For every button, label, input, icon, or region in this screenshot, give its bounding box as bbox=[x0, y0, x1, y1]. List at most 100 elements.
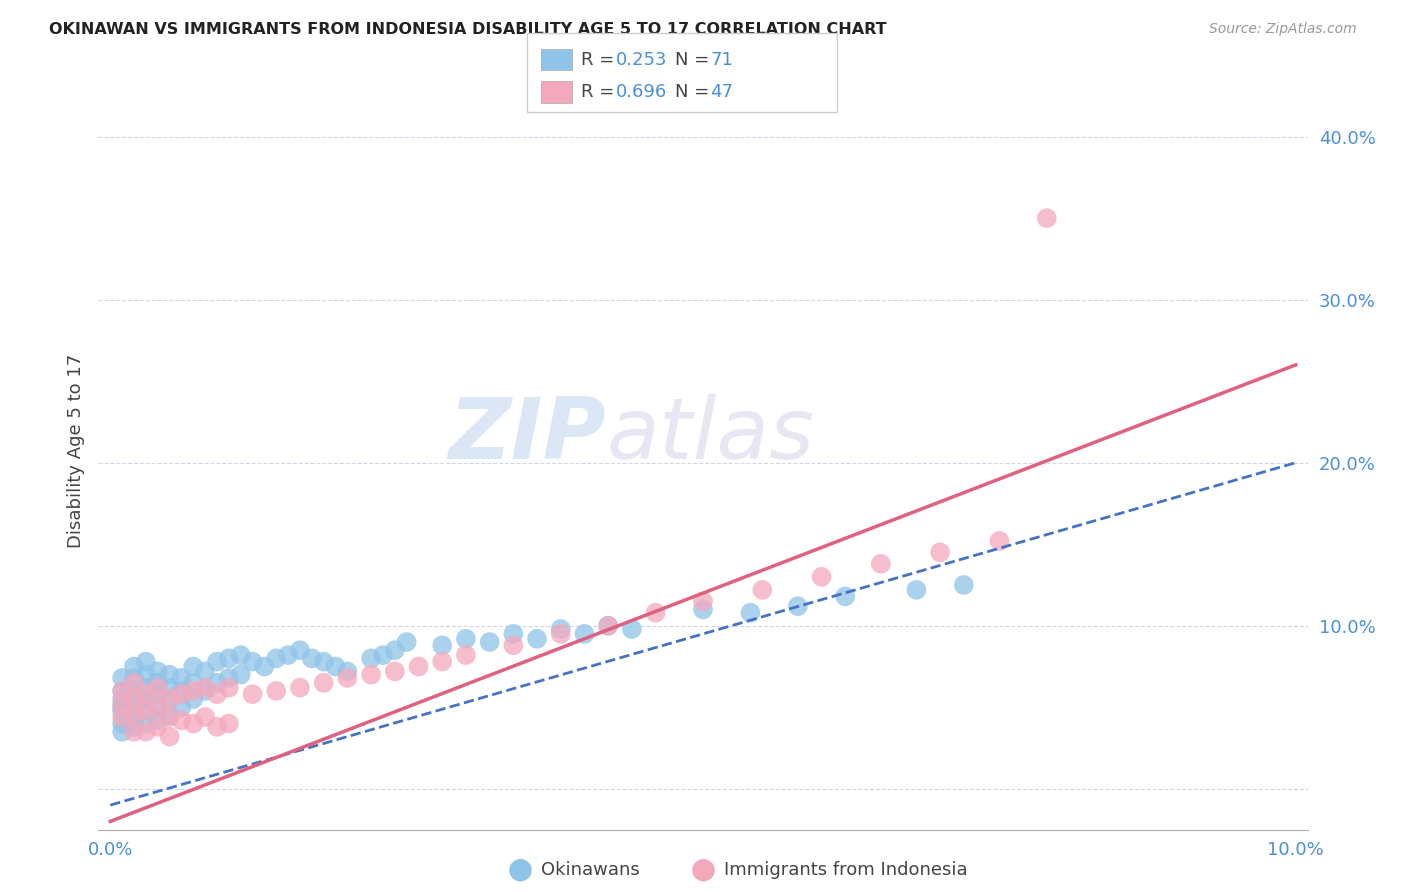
Point bbox=[312, 655, 335, 669]
Point bbox=[598, 619, 620, 633]
Point bbox=[218, 671, 240, 685]
Point bbox=[242, 655, 264, 669]
Point bbox=[135, 655, 157, 669]
Point bbox=[181, 716, 204, 731]
Point bbox=[122, 704, 145, 718]
Point bbox=[408, 659, 430, 673]
Point bbox=[988, 533, 1011, 548]
Point bbox=[371, 648, 394, 662]
Point bbox=[122, 720, 145, 734]
Point bbox=[135, 692, 157, 706]
Text: Source: ZipAtlas.com: Source: ZipAtlas.com bbox=[1209, 22, 1357, 37]
Point bbox=[929, 545, 952, 559]
Point bbox=[454, 632, 477, 646]
Text: Immigrants from Indonesia: Immigrants from Indonesia bbox=[724, 861, 967, 879]
Point bbox=[242, 687, 264, 701]
Point bbox=[550, 627, 572, 641]
Point bbox=[194, 681, 217, 695]
Point bbox=[122, 714, 145, 728]
Point bbox=[181, 659, 204, 673]
Point bbox=[218, 681, 240, 695]
Point bbox=[181, 692, 204, 706]
Point bbox=[194, 710, 217, 724]
Point bbox=[526, 632, 548, 646]
Point bbox=[135, 716, 157, 731]
Point bbox=[170, 700, 193, 714]
Point bbox=[181, 675, 204, 690]
Point bbox=[170, 687, 193, 701]
Point bbox=[122, 692, 145, 706]
Point bbox=[692, 602, 714, 616]
Text: N =: N = bbox=[675, 51, 714, 69]
Point bbox=[146, 687, 169, 701]
Text: ⬤: ⬤ bbox=[508, 858, 533, 881]
Point bbox=[146, 700, 169, 714]
Point bbox=[502, 627, 524, 641]
Text: atlas: atlas bbox=[606, 393, 814, 477]
Point bbox=[277, 648, 299, 662]
Point bbox=[1036, 211, 1059, 226]
Point bbox=[205, 720, 228, 734]
Point bbox=[205, 655, 228, 669]
Point bbox=[384, 643, 406, 657]
Point bbox=[478, 635, 501, 649]
Text: ⬤: ⬤ bbox=[690, 858, 716, 881]
Point bbox=[122, 692, 145, 706]
Point bbox=[159, 681, 181, 695]
Point bbox=[312, 675, 335, 690]
Point bbox=[905, 582, 928, 597]
Point bbox=[146, 700, 169, 714]
Text: 0.253: 0.253 bbox=[616, 51, 668, 69]
Point bbox=[170, 714, 193, 728]
Point bbox=[122, 675, 145, 690]
Point bbox=[325, 659, 347, 673]
Point bbox=[159, 710, 181, 724]
Point bbox=[360, 651, 382, 665]
Point bbox=[111, 704, 134, 718]
Point bbox=[550, 622, 572, 636]
Point bbox=[135, 724, 157, 739]
Point bbox=[111, 671, 134, 685]
Point bbox=[159, 730, 181, 744]
Point bbox=[360, 667, 382, 681]
Point bbox=[786, 599, 808, 614]
Point bbox=[111, 692, 134, 706]
Point bbox=[111, 697, 134, 711]
Point bbox=[502, 638, 524, 652]
Point bbox=[135, 704, 157, 718]
Point bbox=[432, 655, 454, 669]
Point bbox=[751, 582, 773, 597]
Text: ZIP: ZIP bbox=[449, 393, 606, 477]
Text: 47: 47 bbox=[710, 83, 733, 101]
Text: R =: R = bbox=[581, 51, 620, 69]
Point bbox=[122, 671, 145, 685]
Text: Okinawans: Okinawans bbox=[541, 861, 640, 879]
Point bbox=[159, 708, 181, 723]
Point bbox=[111, 684, 134, 698]
Point bbox=[146, 675, 169, 690]
Point bbox=[146, 681, 169, 695]
Point bbox=[952, 578, 974, 592]
Point bbox=[574, 627, 596, 641]
Point bbox=[111, 710, 134, 724]
Point bbox=[740, 606, 762, 620]
Point bbox=[159, 692, 181, 706]
Point bbox=[170, 684, 193, 698]
Point bbox=[384, 665, 406, 679]
Point bbox=[122, 708, 145, 723]
Point bbox=[146, 714, 169, 728]
Point bbox=[288, 643, 311, 657]
Text: R =: R = bbox=[581, 83, 620, 101]
Point bbox=[111, 724, 134, 739]
Point bbox=[111, 684, 134, 698]
Point bbox=[692, 594, 714, 608]
Point bbox=[122, 684, 145, 698]
Point bbox=[218, 651, 240, 665]
Point bbox=[146, 720, 169, 734]
Point bbox=[644, 606, 666, 620]
Point bbox=[454, 648, 477, 662]
Point bbox=[432, 638, 454, 652]
Point bbox=[218, 716, 240, 731]
Point bbox=[135, 681, 157, 695]
Point bbox=[135, 687, 157, 701]
